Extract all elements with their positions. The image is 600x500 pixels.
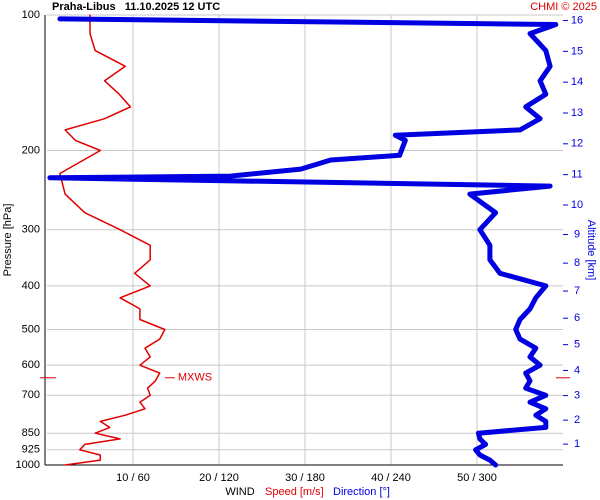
y-tick-label: 400 [22, 280, 40, 292]
y2-tick-label: 9 [574, 228, 580, 240]
x-tick-label: 30 / 180 [285, 472, 325, 484]
y2-tick-label: 10 [571, 199, 583, 211]
x-axis-label: WIND [225, 486, 254, 498]
y2-tick-label: 5 [574, 339, 580, 351]
y-tick-label: 850 [22, 427, 40, 439]
y-tick-label: 600 [22, 359, 40, 371]
y-tick-label: 100 [22, 9, 40, 21]
max-wind-label: MXWS [178, 372, 212, 384]
x-tick-label: 10 / 60 [116, 472, 150, 484]
y2-tick-label: 11 [571, 169, 582, 181]
y2-tick-label: 8 [574, 257, 580, 269]
x-tick-label: 20 / 120 [199, 472, 239, 484]
chart-title: Praha-Libus 11.10.2025 12 UTC [52, 1, 220, 13]
direction-line [47, 16, 559, 468]
y-tick-label: 500 [22, 323, 40, 335]
y-tick-label: 1000 [16, 459, 40, 471]
y2-tick-label: 16 [571, 14, 583, 26]
y-tick-label: 300 [22, 224, 40, 236]
y2-tick-label: 12 [571, 138, 583, 150]
y2-tick-label: 1 [574, 438, 580, 450]
y-tick-label: 700 [22, 389, 40, 401]
legend-direction: Direction [°] [333, 486, 390, 498]
y2-tick-label: 4 [574, 364, 580, 376]
y2-axis-label: Altitude [km] [585, 220, 597, 281]
y2-tick-label: 7 [574, 285, 580, 297]
y2-tick-label: 6 [574, 312, 580, 324]
y2-tick-label: 14 [571, 76, 583, 88]
y-tick-label: 200 [22, 144, 40, 156]
x-tick-label: 50 / 300 [457, 472, 497, 484]
credit: CHMI © 2025 [530, 1, 597, 13]
y2-tick-label: 13 [571, 107, 583, 119]
y2-tick-label: 2 [574, 414, 580, 426]
y-tick-label: 925 [22, 444, 40, 456]
legend-speed: Speed [m/s] [265, 486, 324, 498]
speed-line [59, 14, 166, 466]
y2-tick-label: 3 [574, 390, 580, 402]
y-axis-label: Pressure [hPa] [2, 204, 14, 277]
x-tick-label: 40 / 240 [371, 472, 411, 484]
y2-tick-label: 15 [571, 45, 583, 57]
